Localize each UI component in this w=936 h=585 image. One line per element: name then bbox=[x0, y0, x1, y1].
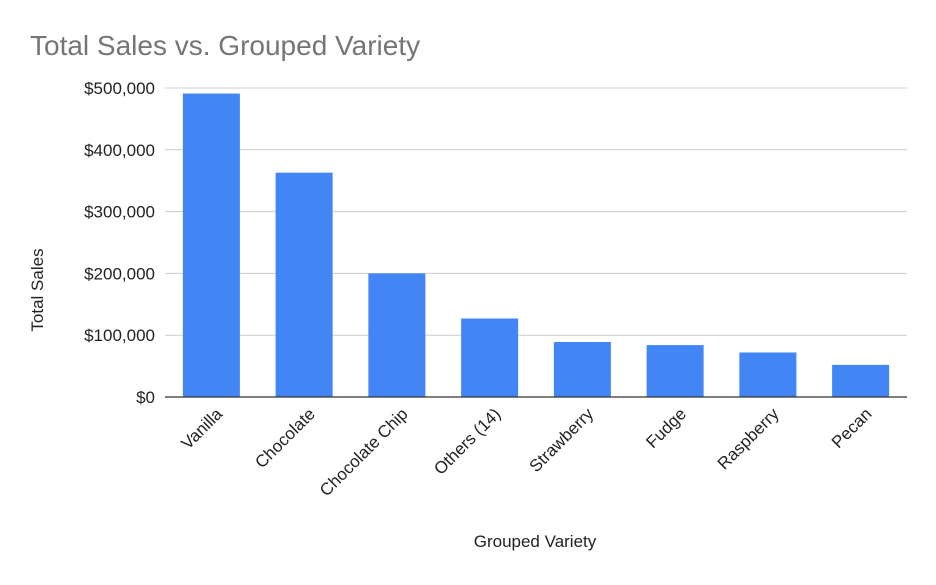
bar bbox=[182, 93, 240, 397]
x-tick-label: Raspberry bbox=[714, 404, 783, 473]
y-tick-label: $300,000 bbox=[84, 203, 155, 222]
x-tick-label: Vanilla bbox=[178, 404, 227, 453]
x-tick-label: Fudge bbox=[642, 404, 690, 452]
bar bbox=[553, 341, 611, 397]
x-tick-label: Chocolate bbox=[251, 404, 319, 472]
y-tick-label: $400,000 bbox=[84, 141, 155, 160]
y-tick-label: $100,000 bbox=[84, 326, 155, 345]
y-tick-label: $200,000 bbox=[84, 264, 155, 283]
bar bbox=[275, 172, 333, 397]
x-tick-label: Others (14) bbox=[430, 404, 504, 478]
bar bbox=[832, 364, 890, 397]
bar bbox=[461, 318, 519, 397]
x-axis-label: Grouped Variety bbox=[474, 532, 597, 551]
bars bbox=[182, 93, 890, 397]
y-tick-label: $500,000 bbox=[84, 79, 155, 98]
x-tick-label: Chocolate Chip bbox=[316, 404, 412, 500]
y-axis-label: Total Sales bbox=[28, 248, 47, 331]
x-tick-label: Strawberry bbox=[526, 404, 598, 476]
chart-title: Total Sales vs. Grouped Variety bbox=[30, 30, 420, 61]
y-tick-labels: $0 $100,000 $200,000 $300,000 $400,000 $500,0… bbox=[84, 79, 155, 407]
x-tick-label: Pecan bbox=[828, 404, 876, 452]
y-tick-label: $0 bbox=[136, 388, 155, 407]
bar bbox=[368, 273, 426, 397]
bar bbox=[739, 352, 797, 397]
bar bbox=[646, 345, 704, 397]
